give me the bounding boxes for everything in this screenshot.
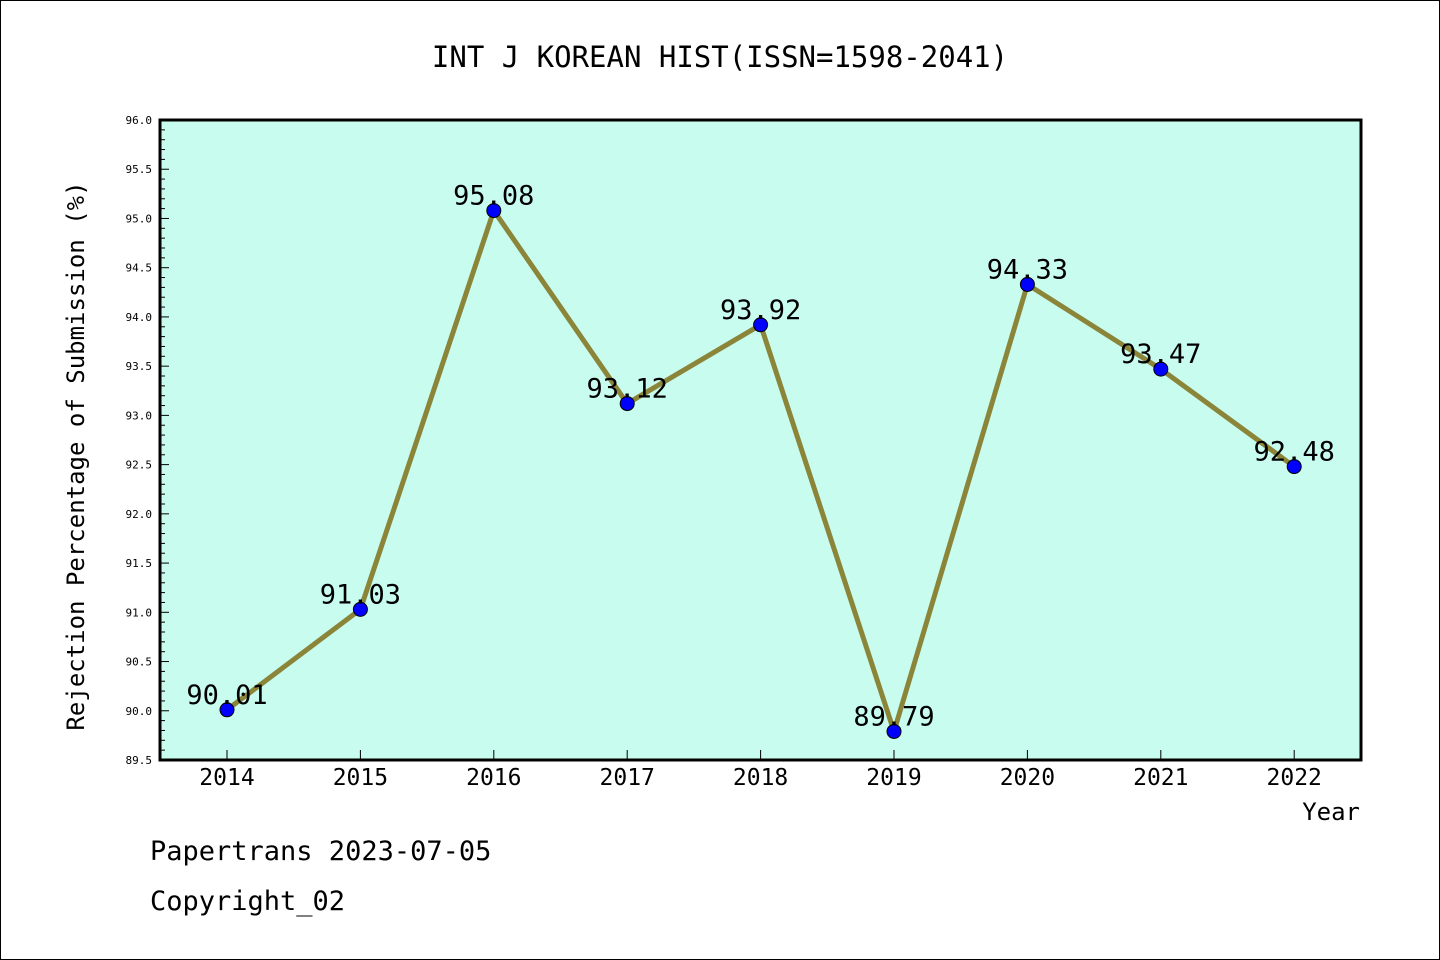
- y-tick-label: 96.0: [126, 114, 153, 127]
- data-label: 92.48: [1254, 437, 1335, 468]
- data-label: 91.03: [320, 579, 401, 610]
- x-tick-label: 2015: [333, 765, 388, 791]
- y-tick-label: 92.5: [126, 459, 153, 472]
- data-point: [486, 203, 502, 219]
- data-label: 90.01: [186, 680, 267, 711]
- x-tick-label: 2019: [866, 765, 921, 791]
- x-tick-label: 2018: [733, 765, 788, 791]
- data-point: [352, 601, 368, 617]
- y-tick-label: 89.5: [126, 754, 153, 767]
- data-label: 95.08: [453, 181, 534, 212]
- x-tick-label: 2022: [1267, 765, 1322, 791]
- y-tick-label: 93.0: [126, 409, 153, 422]
- x-tick-label: 2021: [1133, 765, 1188, 791]
- source-note: Papertrans 2023-07-05: [150, 836, 492, 867]
- data-label: 89.79: [853, 701, 934, 732]
- y-axis: 89.5 90.0 90.5 91.0 91.5 92.0 92.5 93.0 93.5 94.0…: [126, 114, 169, 767]
- data-label: 94.33: [987, 254, 1068, 285]
- y-tick-label: 93.5: [126, 360, 153, 373]
- x-tick-label: 2020: [1000, 765, 1055, 791]
- series-markers: [219, 203, 1302, 739]
- data-point: [219, 702, 235, 718]
- data-point: [753, 317, 769, 333]
- y-tick-label: 92.0: [126, 508, 153, 521]
- copyright-note: Copyright_02: [150, 886, 346, 917]
- chart-title: INT J KOREAN HIST(ISSN=1598-2041): [432, 40, 1008, 74]
- y-tick-label: 90.5: [126, 656, 153, 669]
- y-tick-label: 95.5: [126, 163, 153, 176]
- y-tick-label: 91.5: [126, 557, 153, 570]
- data-point: [1153, 361, 1169, 377]
- data-label: 93.92: [720, 295, 801, 326]
- y-tick-label: 91.0: [126, 606, 153, 619]
- x-axis-label: Year: [1302, 798, 1360, 826]
- data-label: 93.47: [1120, 339, 1201, 370]
- data-point: [886, 723, 902, 739]
- x-axis: 2014 2015 2016 2017 2018 2019 2020 2021 2022: [199, 750, 1322, 791]
- x-tick-label: 2014: [199, 765, 254, 791]
- data-point: [619, 396, 635, 412]
- x-tick-label: 2016: [466, 765, 521, 791]
- plot-area: [158, 118, 1363, 762]
- x-tick-label: 2017: [600, 765, 655, 791]
- data-labels: 90.01 91.03 95.08 93.12 93.92 89.79 94.33 93.47…: [186, 181, 1334, 733]
- y-tick-label: 94.0: [126, 311, 153, 324]
- data-point: [1019, 276, 1035, 292]
- y-tick-label: 95.0: [126, 212, 153, 225]
- y-axis-label: Rejection Percentage of Submission (%): [62, 181, 90, 730]
- data-point: [1286, 459, 1302, 475]
- data-label: 93.12: [587, 374, 668, 405]
- y-tick-label: 90.0: [126, 705, 153, 718]
- y-tick-label: 94.5: [126, 262, 153, 275]
